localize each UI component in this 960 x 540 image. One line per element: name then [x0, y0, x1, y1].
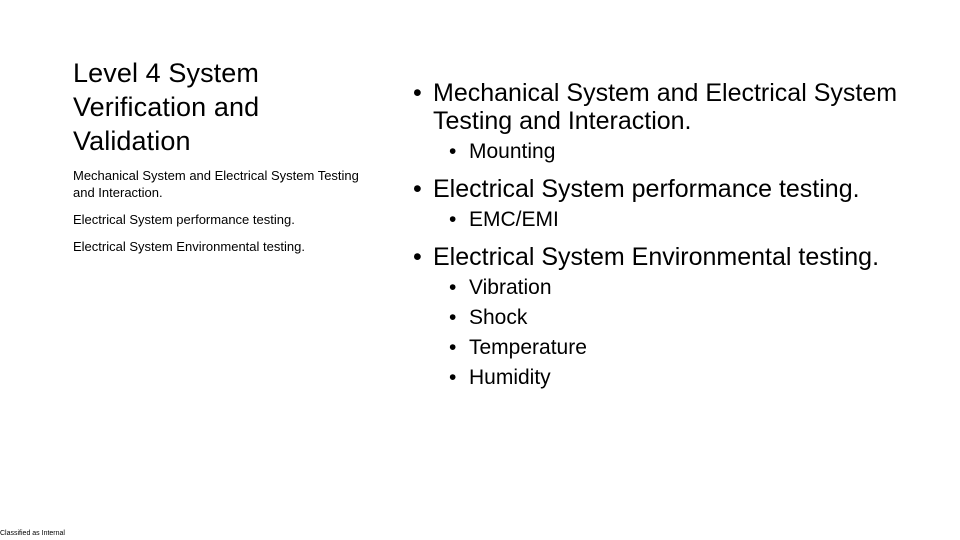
bullet-label: Mechanical System and Electrical System …	[433, 79, 898, 135]
summary-line: Mechanical System and Electrical System …	[73, 168, 359, 200]
title-line: Level 4 System	[73, 58, 259, 88]
sub-bullet-item: • Vibration	[413, 273, 913, 303]
bullet-dot-icon: •	[449, 208, 457, 231]
title-line: Verification and	[73, 92, 260, 122]
sub-bullet-list: • Mounting	[413, 137, 913, 167]
bullet-dot-icon: •	[413, 243, 422, 271]
bullet-list: • Mechanical System and Electrical Syste…	[413, 79, 913, 401]
bullet-item: • Electrical System Environmental testin…	[413, 243, 913, 271]
sub-bullet-item: • Humidity	[413, 363, 913, 393]
classification-label: Classified as Internal	[0, 530, 65, 537]
summary-line: Electrical System Environmental testing.	[73, 239, 305, 254]
bullet-dot-icon: •	[413, 175, 422, 203]
left-column: Level 4 System Verification and Validati…	[73, 56, 363, 265]
bullet-item: • Mechanical System and Electrical Syste…	[413, 79, 913, 135]
sub-bullet-list: • Vibration • Shock • Temperature • Humi…	[413, 273, 913, 393]
sub-bullet-item: • Shock	[413, 303, 913, 333]
sub-bullet-label: EMC/EMI	[469, 208, 559, 231]
sub-bullet-item: • Mounting	[413, 137, 913, 167]
bullet-item: • Electrical System performance testing.	[413, 175, 913, 203]
sub-bullet-label: Shock	[469, 306, 528, 329]
slide-title: Level 4 System Verification and Validati…	[73, 56, 363, 158]
bullet-dot-icon: •	[449, 140, 457, 163]
bullet-dot-icon: •	[449, 306, 457, 329]
sub-bullet-item: • EMC/EMI	[413, 205, 913, 235]
sub-bullet-label: Mounting	[469, 140, 556, 163]
sub-bullet-label: Vibration	[469, 276, 552, 299]
bullet-label: Electrical System performance testing.	[433, 175, 860, 203]
sub-bullet-list: • EMC/EMI	[413, 205, 913, 235]
bullet-dot-icon: •	[449, 276, 457, 299]
title-line: Validation	[73, 126, 191, 156]
bullet-dot-icon: •	[449, 366, 457, 389]
bullet-dot-icon: •	[449, 336, 457, 359]
sub-bullet-label: Humidity	[469, 366, 551, 389]
sub-bullet-label: Temperature	[469, 336, 587, 359]
bullet-dot-icon: •	[413, 79, 422, 107]
bullet-label: Electrical System Environmental testing.	[433, 243, 880, 271]
sub-bullet-item: • Temperature	[413, 333, 913, 363]
summary-line: Electrical System performance testing.	[73, 212, 295, 227]
